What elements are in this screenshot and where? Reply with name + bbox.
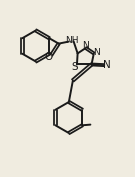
Text: NH: NH xyxy=(65,36,78,45)
Text: N: N xyxy=(93,48,100,57)
Text: N: N xyxy=(82,41,89,50)
Text: S: S xyxy=(71,62,78,72)
Text: N: N xyxy=(103,60,111,70)
Text: O: O xyxy=(45,52,53,62)
